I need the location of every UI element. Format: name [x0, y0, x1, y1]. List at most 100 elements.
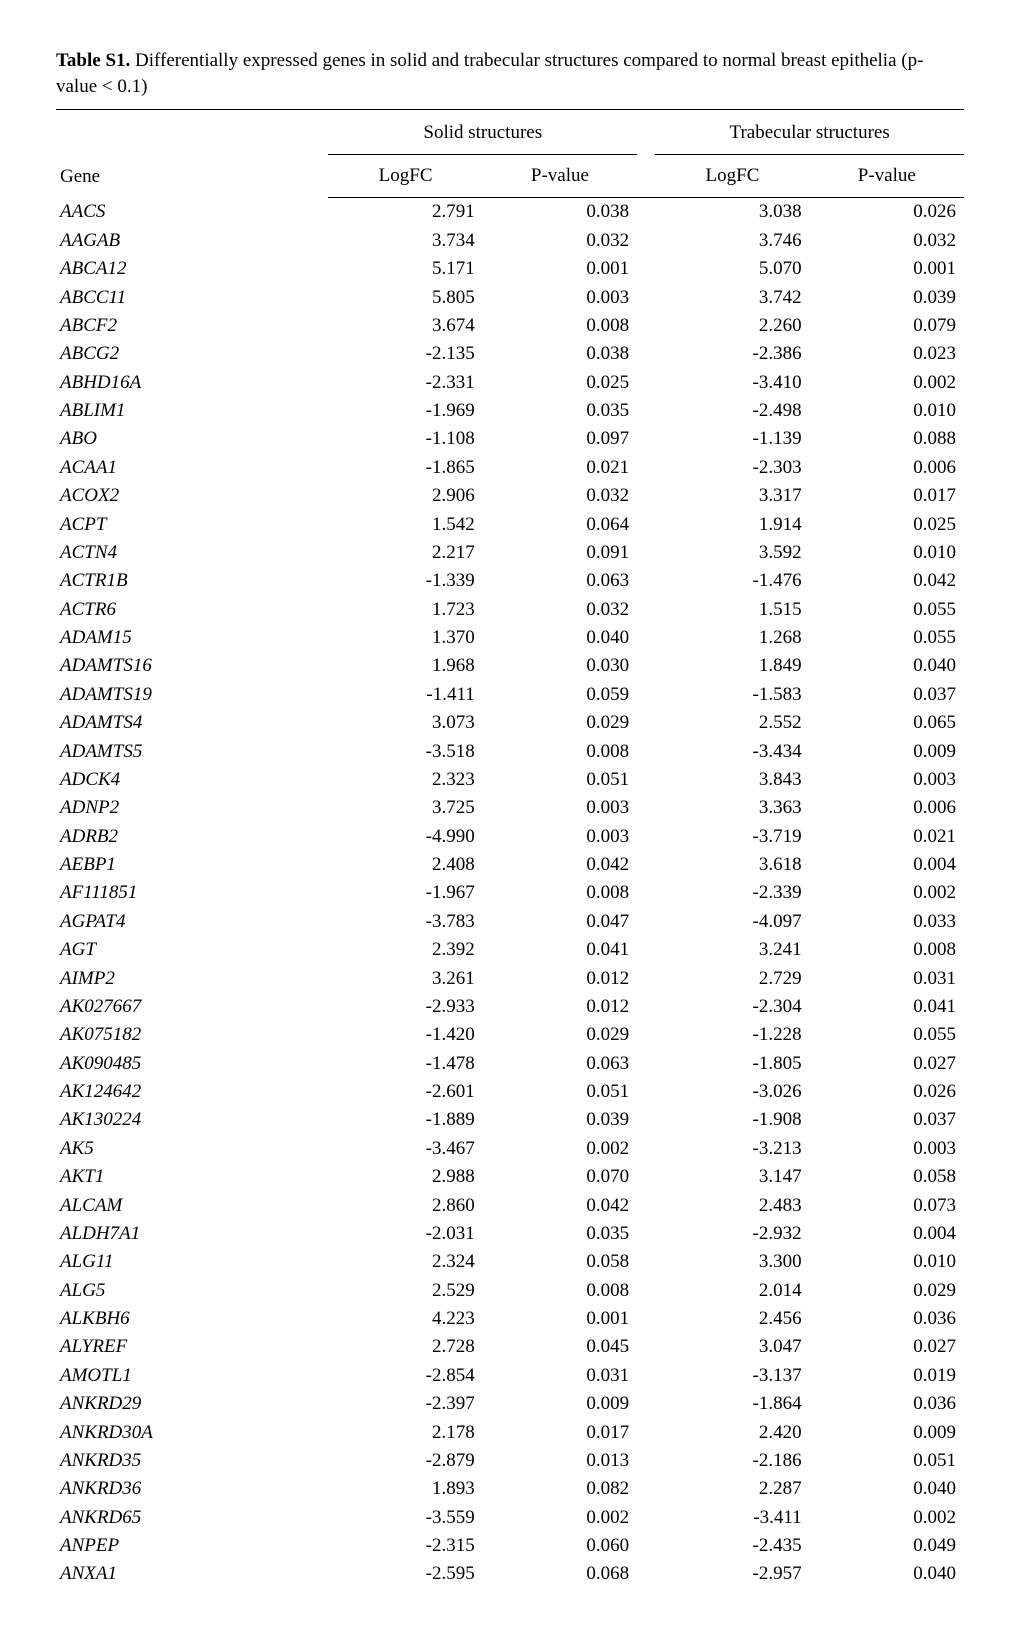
cell-solid-logfc: -1.889	[328, 1106, 482, 1134]
cell-gap	[637, 1390, 655, 1418]
cell-gene: AK027667	[56, 993, 328, 1021]
cell-gap	[637, 681, 655, 709]
cell-solid-p: 0.030	[483, 652, 637, 680]
cell-trab-p: 0.021	[810, 823, 964, 851]
cell-solid-p: 0.051	[483, 1078, 637, 1106]
table-row: ALCAM2.8600.0422.4830.073	[56, 1191, 964, 1219]
cell-gap	[637, 936, 655, 964]
cell-solid-logfc: 2.906	[328, 482, 482, 510]
cell-gene: ADAMTS16	[56, 652, 328, 680]
cell-trab-p: 0.031	[810, 964, 964, 992]
cell-solid-p: 0.042	[483, 851, 637, 879]
table-row: AACS2.7910.0383.0380.026	[56, 198, 964, 227]
cell-gap	[637, 908, 655, 936]
cell-trab-logfc: 3.742	[655, 283, 809, 311]
cell-gap	[637, 1078, 655, 1106]
cell-solid-p: 0.001	[483, 255, 637, 283]
cell-trab-p: 0.036	[810, 1390, 964, 1418]
cell-trab-p: 0.004	[810, 851, 964, 879]
cell-trab-p: 0.027	[810, 1050, 964, 1078]
cell-trab-p: 0.010	[810, 397, 964, 425]
cell-gap	[637, 482, 655, 510]
cell-trab-logfc: -1.864	[655, 1390, 809, 1418]
cell-gene: ABO	[56, 425, 328, 453]
cell-solid-p: 0.009	[483, 1390, 637, 1418]
table-row: ACAA1-1.8650.021-2.3030.006	[56, 454, 964, 482]
cell-trab-p: 0.055	[810, 624, 964, 652]
cell-trab-p: 0.006	[810, 794, 964, 822]
cell-gap	[637, 1106, 655, 1134]
cell-gap	[637, 993, 655, 1021]
cell-trab-p: 0.042	[810, 567, 964, 595]
table-body: AACS2.7910.0383.0380.026AAGAB3.7340.0323…	[56, 198, 964, 1589]
cell-gap	[637, 652, 655, 680]
cell-solid-p: 0.082	[483, 1475, 637, 1503]
table-row: AEBP12.4080.0423.6180.004	[56, 851, 964, 879]
cell-solid-p: 0.032	[483, 482, 637, 510]
cell-trab-logfc: -4.097	[655, 908, 809, 936]
cell-trab-logfc: -2.932	[655, 1220, 809, 1248]
cell-solid-p: 0.008	[483, 737, 637, 765]
cell-solid-p: 0.029	[483, 1021, 637, 1049]
cell-gene: ADCK4	[56, 766, 328, 794]
cell-gene: ALDH7A1	[56, 1220, 328, 1248]
cell-trab-p: 0.055	[810, 596, 964, 624]
cell-solid-p: 0.003	[483, 283, 637, 311]
cell-solid-p: 0.008	[483, 879, 637, 907]
cell-gap	[637, 1475, 655, 1503]
table-caption: Table S1. Differentially expressed genes…	[56, 48, 964, 99]
cell-trab-logfc: 2.420	[655, 1418, 809, 1446]
cell-gene: ABLIM1	[56, 397, 328, 425]
cell-trab-p: 0.010	[810, 539, 964, 567]
table-row: ALDH7A1-2.0310.035-2.9320.004	[56, 1220, 964, 1248]
cell-gene: AIMP2	[56, 964, 328, 992]
cell-gene: AK124642	[56, 1078, 328, 1106]
cell-gene: ALG11	[56, 1248, 328, 1276]
cell-solid-p: 0.021	[483, 454, 637, 482]
table-row: ANKRD361.8930.0822.2870.040	[56, 1475, 964, 1503]
cell-solid-logfc: 3.734	[328, 227, 482, 255]
cell-solid-p: 0.058	[483, 1248, 637, 1276]
cell-trab-logfc: 3.592	[655, 539, 809, 567]
cell-trab-logfc: 2.260	[655, 312, 809, 340]
cell-gene: AF111851	[56, 879, 328, 907]
cell-solid-p: 0.041	[483, 936, 637, 964]
cell-solid-logfc: -2.397	[328, 1390, 482, 1418]
table-row: ABCF23.6740.0082.2600.079	[56, 312, 964, 340]
cell-solid-p: 0.031	[483, 1362, 637, 1390]
cell-gene: AKT1	[56, 1163, 328, 1191]
cell-gap	[637, 1504, 655, 1532]
cell-solid-logfc: 2.178	[328, 1418, 482, 1446]
cell-trab-logfc: 3.147	[655, 1163, 809, 1191]
cell-trab-p: 0.002	[810, 879, 964, 907]
cell-solid-logfc: 4.223	[328, 1305, 482, 1333]
cell-trab-p: 0.079	[810, 312, 964, 340]
cell-gap	[637, 1135, 655, 1163]
cell-gap	[637, 879, 655, 907]
cell-trab-p: 0.040	[810, 652, 964, 680]
cell-trab-p: 0.017	[810, 482, 964, 510]
cell-solid-p: 0.040	[483, 624, 637, 652]
cell-solid-logfc: 1.542	[328, 510, 482, 538]
cell-solid-logfc: -1.108	[328, 425, 482, 453]
cell-gap	[637, 340, 655, 368]
cell-solid-p: 0.064	[483, 510, 637, 538]
cell-solid-p: 0.017	[483, 1418, 637, 1446]
table-row: ADAMTS43.0730.0292.5520.065	[56, 709, 964, 737]
cell-trab-p: 0.010	[810, 1248, 964, 1276]
cell-trab-p: 0.003	[810, 766, 964, 794]
cell-solid-logfc: -2.031	[328, 1220, 482, 1248]
table-row: ABLIM1-1.9690.035-2.4980.010	[56, 397, 964, 425]
table-row: AIMP23.2610.0122.7290.031	[56, 964, 964, 992]
cell-solid-p: 0.003	[483, 823, 637, 851]
cell-trab-p: 0.025	[810, 510, 964, 538]
cell-gene: AEBP1	[56, 851, 328, 879]
col-trab-logfc: LogFC	[655, 155, 809, 198]
cell-gene: AK5	[56, 1135, 328, 1163]
cell-solid-p: 0.013	[483, 1447, 637, 1475]
cell-solid-p: 0.042	[483, 1191, 637, 1219]
cell-trab-p: 0.002	[810, 369, 964, 397]
cell-solid-logfc: 2.408	[328, 851, 482, 879]
cell-gap	[637, 283, 655, 311]
cell-trab-p: 0.037	[810, 1106, 964, 1134]
